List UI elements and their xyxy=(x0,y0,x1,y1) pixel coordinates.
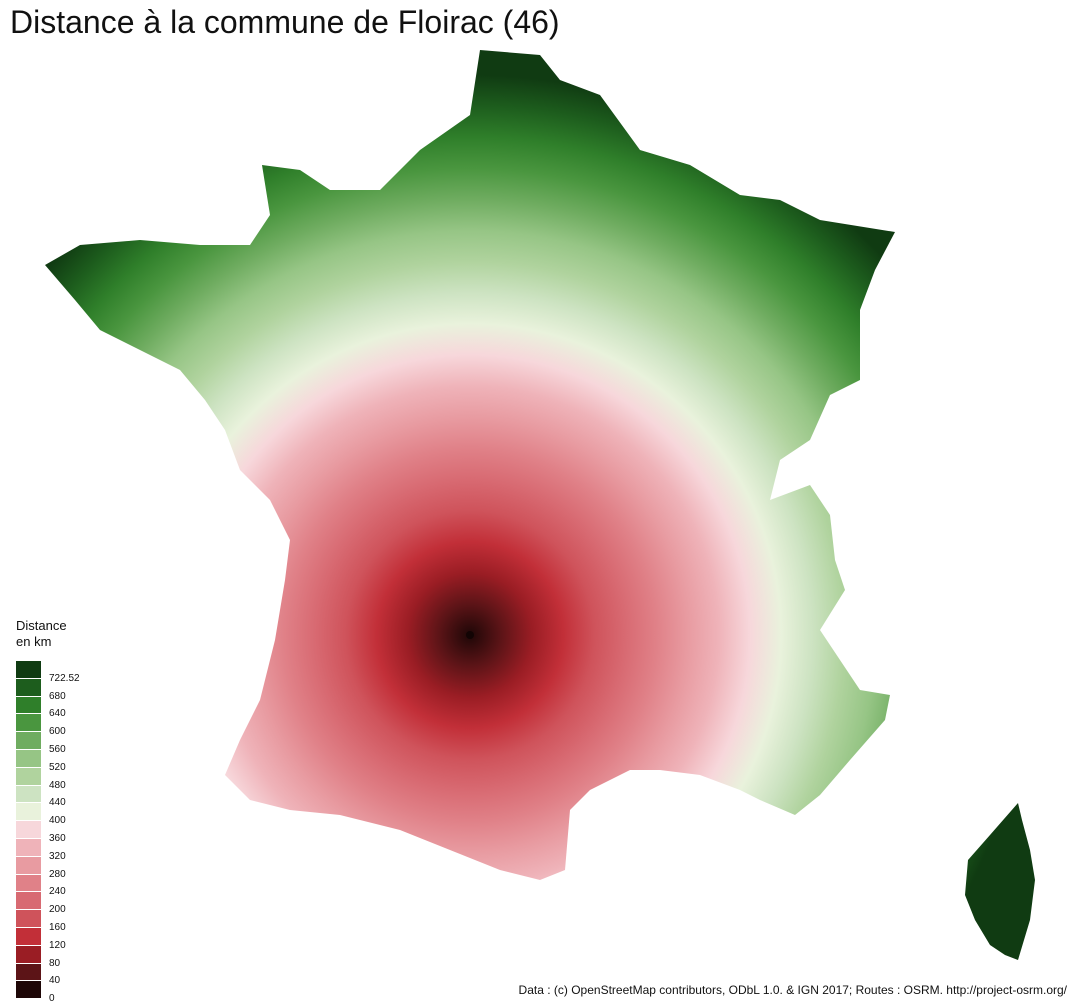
legend-tick-label: 0 xyxy=(49,993,55,1004)
legend-swatch xyxy=(16,928,41,946)
legend-tick-label: 400 xyxy=(49,815,66,827)
legend-tick-label: 120 xyxy=(49,939,66,951)
legend-tick-label: 80 xyxy=(49,957,61,969)
legend-scale: 0 40 80 120 160 200 240 280 320 360 400 440 480 520 56… xyxy=(16,661,136,1004)
legend-tick-label: 160 xyxy=(49,922,66,933)
legend-title-line1: Distance xyxy=(16,618,67,633)
legend-swatch xyxy=(16,981,41,1000)
legend-swatch xyxy=(16,821,41,839)
legend-swatch xyxy=(16,945,41,964)
legend-swatch xyxy=(16,892,41,911)
origin-marker xyxy=(466,631,474,639)
legend: Distance en km 0 40 80 120 160 200 240 280 320 36… xyxy=(16,618,136,1004)
legend-tick-label: 440 xyxy=(49,797,66,809)
legend-swatch xyxy=(16,661,41,679)
legend-tick-label: 680 xyxy=(49,690,66,702)
legend-swatch xyxy=(16,750,41,768)
legend-swatch xyxy=(16,910,41,928)
legend-swatch xyxy=(16,874,41,893)
legend-tick-label: 360 xyxy=(49,833,66,844)
legend-swatch xyxy=(16,732,41,750)
map-title: Distance à la commune de Floirac (46) xyxy=(10,4,560,40)
legend-tick-label: 722.52 xyxy=(49,672,80,684)
legend-swatch xyxy=(16,678,41,697)
legend-swatch xyxy=(16,803,41,822)
legend-tick-label: 280 xyxy=(49,868,66,880)
legend-tick-label: 560 xyxy=(49,744,66,755)
source-note: Data : (c) OpenStreetMap contributors, O… xyxy=(518,983,1067,997)
legend-tick-label: 520 xyxy=(49,761,66,773)
legend-tick-label: 600 xyxy=(49,726,66,738)
legend-tick-label: 480 xyxy=(49,779,66,791)
legend-tick-label: 640 xyxy=(49,708,66,720)
legend-tick-label: 200 xyxy=(49,904,66,916)
legend-swatch xyxy=(16,714,41,733)
legend-title-line2: en km xyxy=(16,634,52,649)
legend-swatch xyxy=(16,767,41,786)
legend-swatch xyxy=(16,963,41,982)
legend-tick-label: 320 xyxy=(49,850,66,862)
legend-swatch xyxy=(16,856,41,875)
legend-swatch xyxy=(16,785,41,804)
legend-tick-label: 240 xyxy=(49,886,66,898)
legend-title: Distance en km xyxy=(16,618,136,650)
legend-swatch xyxy=(16,839,41,857)
legend-swatch xyxy=(16,696,41,715)
legend-tick-label: 40 xyxy=(49,975,61,987)
